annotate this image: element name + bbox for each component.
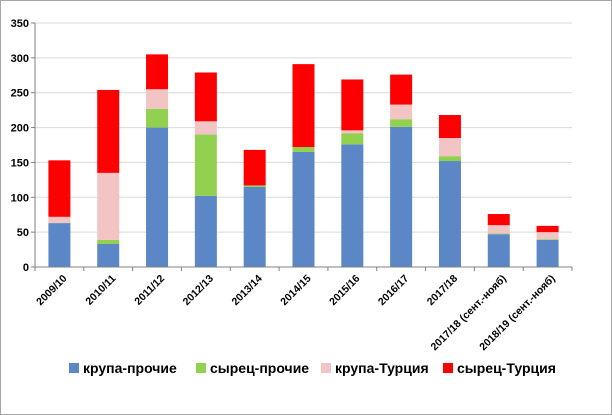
bar-segment <box>487 225 510 234</box>
bar-segment <box>536 225 559 233</box>
legend-swatch <box>321 363 331 373</box>
bar-segment <box>390 74 413 105</box>
legend-swatch <box>196 363 206 373</box>
bar-segment <box>292 64 315 148</box>
x-tick-label: 2013/14 <box>229 273 264 308</box>
x-tick-label: 2011/12 <box>132 273 167 308</box>
bar-segment <box>243 186 266 267</box>
y-tick-label: 0 <box>23 262 29 274</box>
legend-label: сырец-прочие <box>210 360 309 376</box>
x-tick-label: 2009/10 <box>34 273 69 308</box>
bar-segment <box>487 234 510 267</box>
bar-segment <box>97 243 120 267</box>
bar-segment <box>48 160 71 217</box>
bar-segment <box>536 232 559 240</box>
axes <box>31 22 573 271</box>
bar-segment <box>390 126 413 267</box>
legend-label: крупа-Турция <box>335 360 429 376</box>
bar-segment <box>97 239 120 244</box>
bar-segment <box>438 115 461 139</box>
y-tick-label: 50 <box>17 227 29 239</box>
bar-segment <box>146 89 169 109</box>
bar-segment <box>194 121 217 135</box>
bar-segment <box>341 79 364 131</box>
bar-segment <box>97 89 120 173</box>
bar-segment <box>146 54 169 90</box>
bar-segment <box>243 149 266 186</box>
bar-segment <box>536 239 559 240</box>
bar-segment <box>292 147 315 152</box>
x-tick-label: 2015/16 <box>327 273 362 308</box>
bar-segment <box>48 223 71 267</box>
y-tick-label: 350 <box>11 18 29 30</box>
bar-segment <box>146 127 169 267</box>
legend-label: сырец-Турция <box>457 360 556 376</box>
bar-segment <box>341 133 364 145</box>
x-tick-labels: 2009/10 2010/11 2011/12 2012/13 2013/14 2014/… <box>34 273 558 354</box>
bar-segment <box>146 108 169 128</box>
bar-segment <box>390 119 413 127</box>
x-tick-label: 2010/11 <box>83 273 118 308</box>
legend-label: крупа-прочие <box>83 360 177 376</box>
bar-segment <box>536 239 559 267</box>
x-tick-label: 2014/15 <box>278 273 313 308</box>
x-tick-label: 2017/18 <box>425 273 460 308</box>
y-tick-label: 250 <box>11 88 29 100</box>
bar-segment <box>438 156 461 162</box>
bar-segment <box>487 214 510 226</box>
x-tick-label: 2012/13 <box>181 273 216 308</box>
bars <box>48 54 559 267</box>
bar-segment <box>194 134 217 196</box>
bar-segment <box>194 72 217 122</box>
bar-segment <box>48 216 71 224</box>
y-tick-label: 200 <box>11 123 29 135</box>
bar-segment <box>341 144 364 267</box>
y-tick-label: 300 <box>11 53 29 65</box>
bar-segment <box>243 185 266 187</box>
y-tick-label: 100 <box>11 192 29 204</box>
bar-segment <box>438 138 461 157</box>
y-tick-label: 150 <box>11 157 29 169</box>
bar-segment <box>487 233 510 235</box>
bar-segment <box>292 151 315 267</box>
bar-segment <box>194 195 217 267</box>
y-tick-labels: 0 50 100 150 200 250 300 350 <box>11 18 29 274</box>
bar-segment <box>97 172 120 240</box>
bar-segment <box>390 104 413 120</box>
legend-swatch <box>69 363 79 373</box>
legend: крупа-прочие сырец-прочие крупа-Турция сыре… <box>69 360 556 376</box>
x-tick-label: 2016/17 <box>376 273 411 308</box>
bar-segment <box>341 130 364 134</box>
legend-swatch <box>443 363 453 373</box>
bar-segment <box>438 161 461 267</box>
